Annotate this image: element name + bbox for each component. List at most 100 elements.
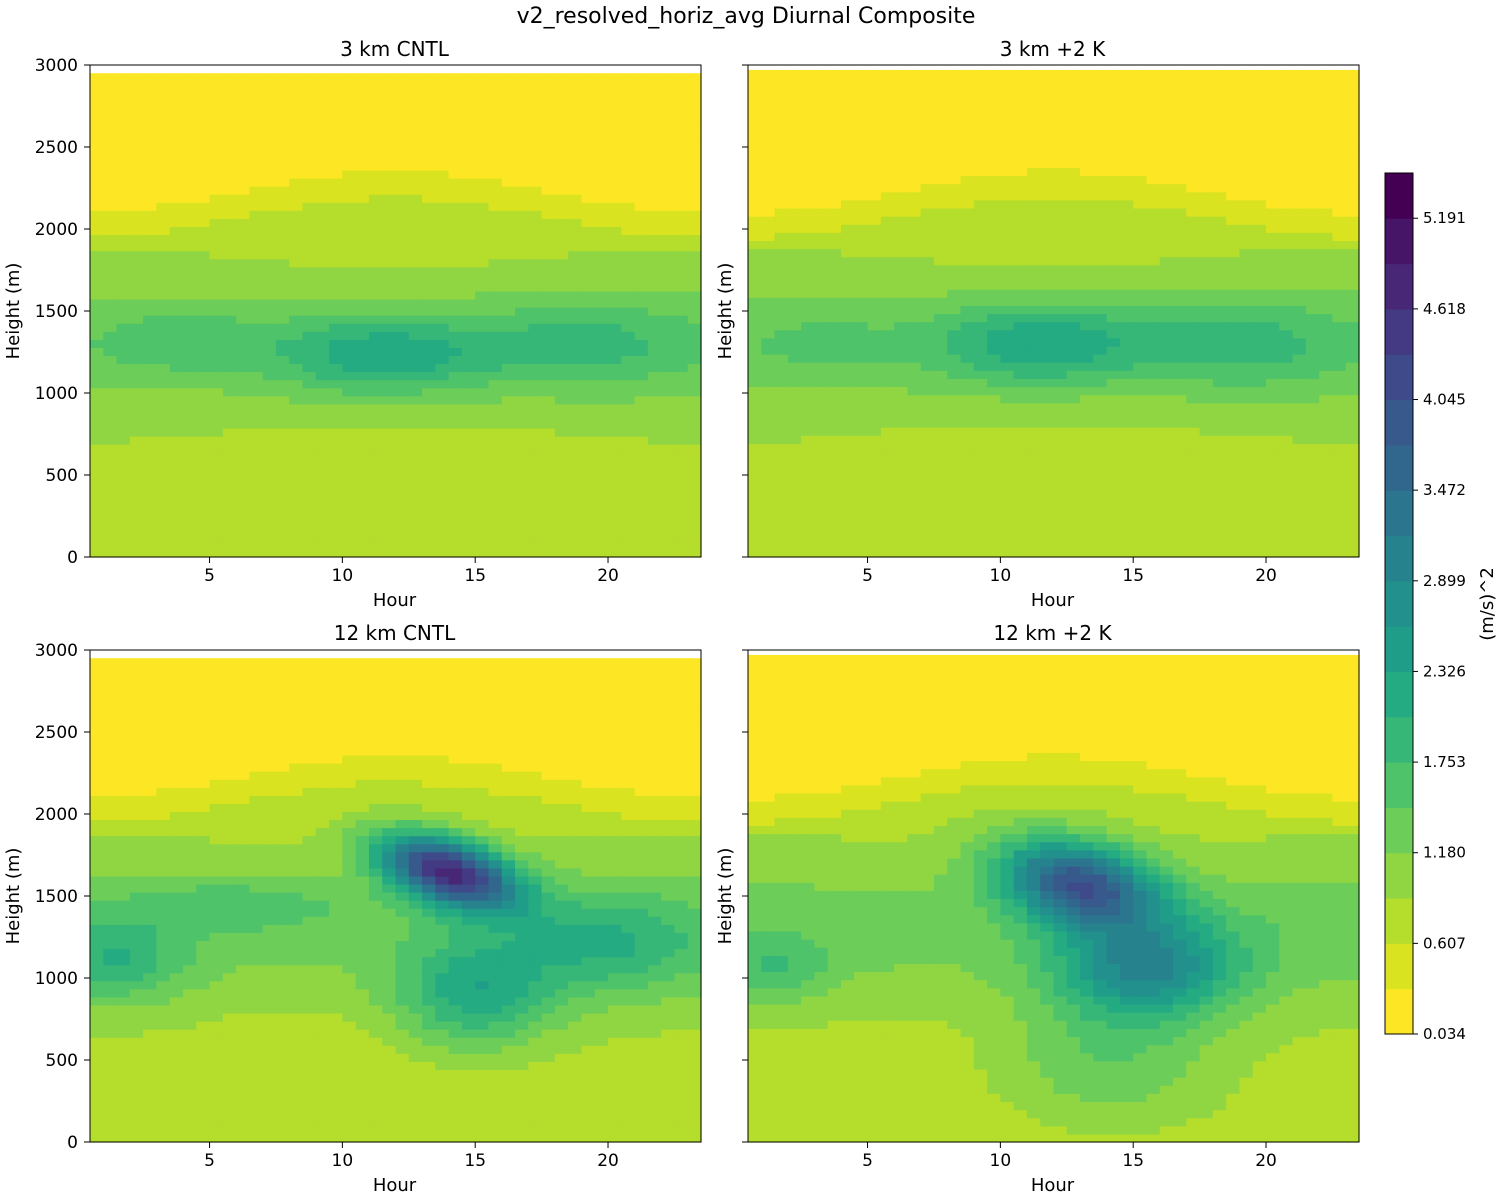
heatmap-cell xyxy=(461,460,476,469)
heatmap-cell xyxy=(143,492,158,502)
heatmap-cell xyxy=(1146,224,1161,233)
heatmap-cell xyxy=(827,199,842,209)
heatmap-cell xyxy=(1026,86,1041,95)
heatmap-cell xyxy=(342,258,357,268)
heatmap-cell xyxy=(801,280,816,290)
heatmap-cell xyxy=(541,548,556,558)
heatmap-cell xyxy=(608,81,622,90)
heatmap-cell xyxy=(947,370,962,380)
heatmap-cell xyxy=(1066,418,1081,428)
heatmap-cell xyxy=(867,548,882,558)
heatmap-cell xyxy=(1173,94,1187,103)
heatmap-cell xyxy=(748,175,762,185)
heatmap-cell xyxy=(774,467,789,477)
heatmap-cell xyxy=(554,202,569,211)
heatmap-cell xyxy=(289,250,304,260)
heatmap-cell xyxy=(973,540,988,550)
heatmap-cell xyxy=(907,142,922,152)
heatmap-cell xyxy=(608,508,622,518)
heatmap-cell xyxy=(129,444,144,453)
heatmap-cell xyxy=(947,337,962,347)
heatmap-cell xyxy=(275,436,290,445)
heatmap-cell xyxy=(1119,459,1134,469)
heatmap-cell xyxy=(422,202,436,211)
heatmap-cell xyxy=(289,226,304,236)
heatmap-cell xyxy=(116,508,131,518)
heatmap-cell xyxy=(1040,134,1055,144)
heatmap-cell xyxy=(1106,94,1121,103)
heatmap-cell xyxy=(1173,297,1187,306)
heatmap-cell xyxy=(827,370,842,380)
heatmap-cell xyxy=(90,532,104,542)
heatmap-cell xyxy=(262,73,277,82)
heatmap-cell xyxy=(973,402,988,412)
heatmap-cell xyxy=(634,258,649,268)
heatmap-cell xyxy=(475,508,490,518)
heatmap-cell xyxy=(289,387,304,397)
heatmap-cell xyxy=(1226,394,1241,404)
heatmap-cell xyxy=(289,234,304,244)
heatmap-cell xyxy=(1013,378,1028,388)
heatmap-cell xyxy=(1000,297,1015,306)
heatmap-cell xyxy=(674,411,689,421)
heatmap-cell xyxy=(594,444,609,453)
heatmap-cell xyxy=(382,315,397,324)
heatmap-cell xyxy=(448,371,463,381)
heatmap-cell xyxy=(541,484,556,494)
heatmap-cell xyxy=(661,347,676,357)
heatmap-cell xyxy=(422,194,436,203)
heatmap-cell xyxy=(894,199,908,209)
heatmap-cell xyxy=(1093,94,1108,103)
heatmap-cell xyxy=(528,436,543,445)
heatmap-cell xyxy=(1133,289,1148,298)
heatmap-cell xyxy=(894,142,908,152)
heatmap-cell xyxy=(515,274,529,284)
heatmap-cell xyxy=(196,444,211,453)
heatmap-cell xyxy=(827,232,842,241)
heatmap-cell xyxy=(1133,142,1148,152)
heatmap-cell xyxy=(594,226,609,236)
heatmap-cell xyxy=(1066,102,1081,112)
heatmap-cell xyxy=(634,97,649,107)
heatmap-cell xyxy=(528,97,543,107)
heatmap-cell xyxy=(581,516,596,526)
heatmap-cell xyxy=(1026,418,1041,428)
heatmap-cell xyxy=(488,290,503,300)
heatmap-cell xyxy=(787,248,802,258)
heatmap-cell xyxy=(894,337,908,347)
heatmap-cell xyxy=(1146,370,1161,380)
heatmap-cell xyxy=(748,142,762,152)
heatmap-cell xyxy=(787,159,802,168)
heatmap-cell xyxy=(355,89,370,98)
heatmap-cell xyxy=(987,232,1001,241)
heatmap-cell xyxy=(1133,248,1148,258)
heatmap-cell xyxy=(1159,110,1174,120)
heatmap-cell xyxy=(1159,118,1174,128)
heatmap-cell xyxy=(461,524,476,534)
heatmap-cell xyxy=(1000,548,1015,558)
heatmap-cell xyxy=(395,129,410,139)
heatmap-cell xyxy=(801,492,816,501)
heatmap-cell xyxy=(907,337,922,347)
heatmap-cell xyxy=(748,370,762,380)
heatmap-cell xyxy=(1013,126,1028,136)
heatmap-cell xyxy=(960,297,975,306)
heatmap-cell xyxy=(382,89,397,98)
heatmap-cell xyxy=(947,126,962,136)
heatmap-cell xyxy=(501,105,516,115)
heatmap-cell xyxy=(933,548,948,558)
heatmap-cell xyxy=(1066,402,1081,412)
heatmap-cell xyxy=(90,371,104,381)
heatmap-cell xyxy=(395,387,410,397)
heatmap-cell xyxy=(289,524,304,534)
heatmap-cell xyxy=(840,264,855,274)
heatmap-cell xyxy=(342,355,357,365)
heatmap-cell xyxy=(854,354,869,363)
heatmap-cell xyxy=(840,280,855,290)
heatmap-cell xyxy=(1133,199,1148,209)
heatmap-cell xyxy=(435,427,450,437)
heatmap-cell xyxy=(1173,289,1187,298)
heatmap-cell xyxy=(827,524,842,534)
heatmap-cell xyxy=(103,452,118,461)
heatmap-cell xyxy=(661,210,676,219)
